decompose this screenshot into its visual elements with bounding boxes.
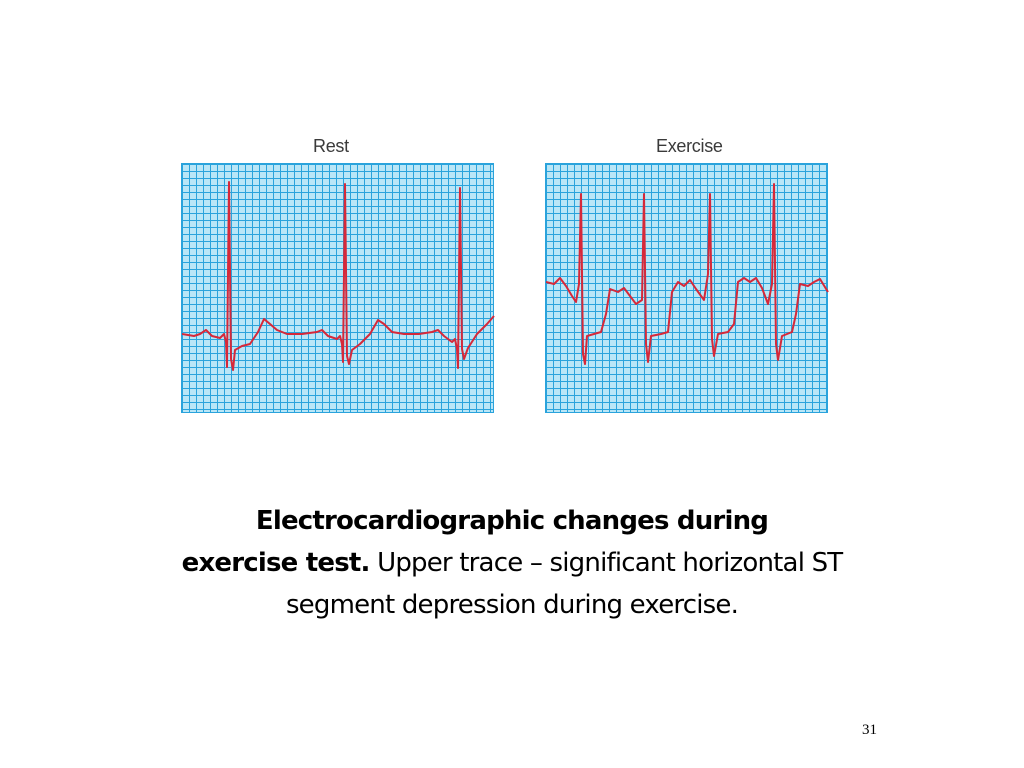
rest-ecg-waveform [182, 181, 495, 371]
caption-title-line1: Electrocardiographic changes during [255, 506, 769, 536]
rest-ecg-panel [181, 163, 495, 413]
rest-ecg-trace [182, 181, 495, 371]
exercise-ecg-waveform [546, 183, 829, 365]
rest-panel-title: Rest [313, 136, 349, 156]
exercise-ecg-trace [546, 183, 829, 365]
figure-caption: Electrocardiographic changes during exer… [112, 500, 912, 626]
exercise-ecg-panel [545, 163, 829, 413]
caption-description-line3: segment depression during exercise. [285, 590, 739, 620]
page-number: 31 [862, 722, 877, 738]
exercise-panel-title: Exercise [656, 136, 723, 156]
caption-description: Upper trace – significant horizontal ST [369, 548, 843, 578]
caption-title-line2: exercise test. [181, 548, 371, 578]
